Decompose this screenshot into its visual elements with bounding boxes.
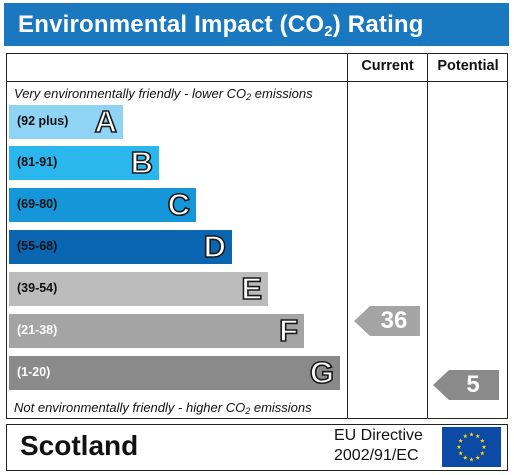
- eu-star-icon: [458, 438, 463, 443]
- eu-star-icon: [458, 450, 463, 456]
- band-c: (69-80) C: [9, 187, 196, 223]
- band-g-letter: G: [309, 355, 335, 391]
- potential-rating-value: 5: [466, 371, 480, 398]
- eu-star-icon: [469, 457, 474, 462]
- band-e-range: (39-54): [17, 281, 58, 295]
- band-d-letter: D: [203, 229, 227, 265]
- eu-star-icon: [462, 455, 468, 460]
- current-column-header: Current: [361, 58, 414, 74]
- potential-arrow-shape: [433, 370, 499, 400]
- region-label: Scotland: [20, 430, 139, 461]
- header-divider: [6, 81, 508, 82]
- footer-frame: [6, 424, 508, 471]
- band-e: (39-54) E: [9, 271, 268, 307]
- rating-table-frame: [6, 53, 508, 419]
- band-b-letter: B: [130, 145, 154, 181]
- current-rating-value: 36: [380, 307, 408, 334]
- potential-rating-arrow: 5: [433, 370, 499, 400]
- band-c-range: (69-80): [17, 197, 58, 211]
- eu-star-icon: [480, 438, 485, 443]
- band-d: (55-68) D: [9, 229, 232, 265]
- current-column-divider: [347, 53, 348, 419]
- eu-flag-icon: [442, 427, 501, 467]
- band-g: (1-20) G: [9, 355, 340, 391]
- eu-star-icon: [456, 444, 462, 449]
- chart-title: Environmental Impact (CO2) Rating: [18, 11, 424, 40]
- top-caption: Very environmentally friendly - lower CO…: [14, 86, 313, 102]
- band-b-range: (81-91): [17, 155, 58, 169]
- band-f-range: (21-38): [17, 323, 58, 337]
- eu-star-icon: [480, 450, 485, 456]
- current-arrow-shape: [354, 306, 420, 336]
- eu-star-icon: [481, 444, 487, 449]
- eu-star-icon: [475, 433, 481, 439]
- potential-column-header: Potential: [437, 58, 499, 74]
- eu-star-icon: [475, 455, 481, 460]
- band-a-letter: A: [94, 104, 118, 140]
- band-g-range: (1-20): [17, 365, 51, 379]
- band-b: (81-91) B: [9, 145, 159, 181]
- band-e-letter: E: [241, 271, 263, 307]
- band-f-letter: F: [278, 313, 299, 349]
- title-bar: Environmental Impact (CO2) Rating: [4, 3, 509, 46]
- bottom-caption: Not environmentally friendly - higher CO…: [14, 400, 312, 416]
- band-a-range: (92 plus): [17, 114, 69, 128]
- eu-directive-line1: EU Directive: [334, 427, 423, 444]
- eu-star-icon: [469, 432, 474, 437]
- band-d-range: (55-68): [17, 239, 58, 253]
- potential-column-divider: [427, 53, 428, 419]
- current-rating-arrow: 36: [354, 306, 420, 336]
- eu-directive-line2: 2002/91/EC: [334, 447, 419, 464]
- band-f: (21-38) F: [9, 313, 304, 349]
- band-a: (92 plus) A: [9, 104, 123, 140]
- band-c-letter: C: [167, 187, 191, 223]
- eu-star-icon: [462, 433, 468, 439]
